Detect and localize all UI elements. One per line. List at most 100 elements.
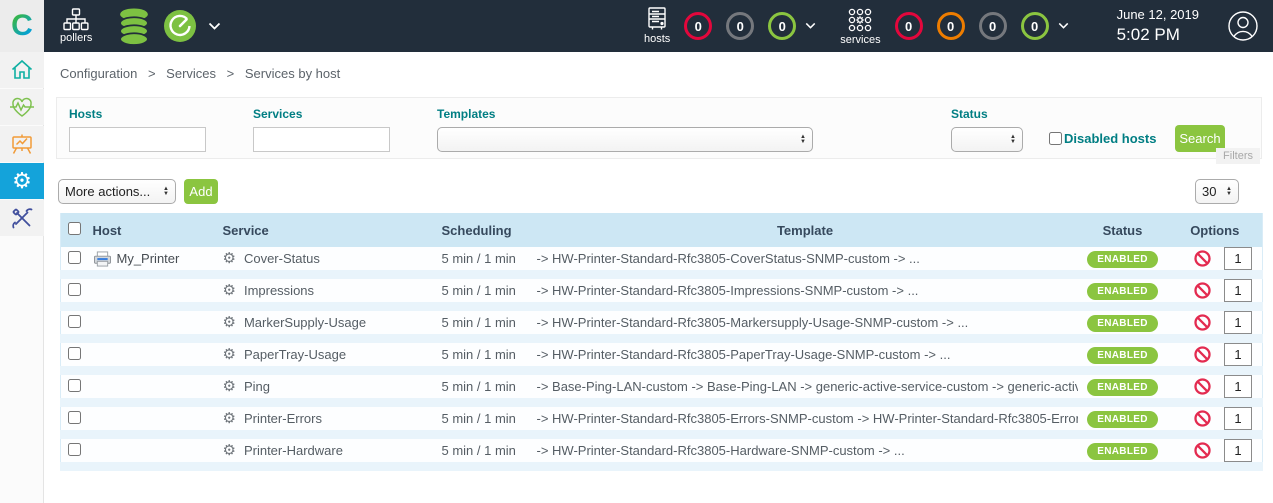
pollers-menu[interactable]: pollers bbox=[60, 8, 92, 44]
scheduling-cell: 5 min / 1 min bbox=[437, 338, 533, 375]
templates-filter-label: Templates bbox=[437, 107, 496, 121]
services-critical-badge[interactable]: 0 bbox=[894, 12, 923, 40]
status-select[interactable]: ▲ ▼ bbox=[951, 127, 1023, 152]
service-name-link[interactable]: Printer-Errors bbox=[243, 411, 322, 426]
table-row: ⚙ Printer-Hardware 5 min / 1 min -> HW-Pr… bbox=[60, 434, 1263, 471]
duplicate-count-input[interactable] bbox=[1224, 279, 1252, 302]
search-button[interactable]: Search bbox=[1175, 125, 1225, 152]
breadcrumb-separator: > bbox=[147, 66, 156, 81]
select-all-checkbox[interactable] bbox=[68, 222, 82, 235]
service-name-link[interactable]: Ping bbox=[243, 379, 270, 394]
pollers-icon bbox=[63, 8, 89, 31]
scheduling-cell: 5 min / 1 min bbox=[437, 247, 533, 279]
duplicate-count-input[interactable] bbox=[1224, 311, 1252, 334]
select-stepper-icon: ▲ ▼ bbox=[800, 133, 806, 145]
services-ok-badge[interactable]: 0 bbox=[1020, 12, 1049, 40]
service-name-link[interactable]: PaperTray-Usage bbox=[243, 347, 347, 362]
hosts-up-badge[interactable]: 0 bbox=[768, 12, 797, 40]
tools-icon bbox=[12, 208, 33, 229]
centreon-logo[interactable]: C bbox=[0, 0, 44, 52]
disabled-hosts-checkbox[interactable] bbox=[1049, 132, 1062, 145]
hosts-status-menu[interactable]: hosts bbox=[644, 7, 670, 45]
duplicate-count-input[interactable] bbox=[1224, 343, 1252, 366]
duplicate-count-input[interactable] bbox=[1224, 247, 1252, 270]
heart-pulse-icon bbox=[10, 97, 34, 117]
row-checkbox[interactable] bbox=[68, 314, 82, 328]
service-name-link[interactable]: MarkerSupply-Usage bbox=[243, 315, 367, 330]
disable-icon[interactable] bbox=[1194, 410, 1211, 427]
hosts-down-badge[interactable]: 0 bbox=[684, 12, 713, 40]
hosts-filter-input[interactable] bbox=[69, 127, 206, 152]
more-actions-select[interactable]: More actions... ▲ ▼ bbox=[58, 179, 176, 204]
column-header-scheduling[interactable]: Scheduling bbox=[437, 213, 533, 247]
duplicate-count-input[interactable] bbox=[1224, 375, 1252, 398]
scheduling-cell: 5 min / 1 min bbox=[437, 434, 533, 471]
template-cell: -> HW-Printer-Standard-Rfc3805-Errors-SN… bbox=[532, 402, 1078, 439]
column-header-host[interactable]: Host bbox=[88, 213, 219, 247]
disable-icon[interactable] bbox=[1194, 282, 1211, 299]
disable-icon[interactable] bbox=[1194, 314, 1211, 331]
column-header-service[interactable]: Service bbox=[218, 213, 438, 247]
service-name-link[interactable]: Cover-Status bbox=[243, 251, 320, 266]
template-cell: -> HW-Printer-Standard-Rfc3805-Impressio… bbox=[532, 274, 1078, 311]
row-checkbox[interactable] bbox=[68, 250, 82, 264]
chevron-down-icon[interactable] bbox=[1058, 22, 1069, 30]
service-name-link[interactable]: Printer-Hardware bbox=[243, 443, 343, 458]
sidebar-item-monitoring[interactable] bbox=[0, 89, 44, 125]
filters-tab[interactable]: Filters bbox=[1216, 148, 1260, 164]
duplicate-count-input[interactable] bbox=[1224, 439, 1252, 462]
disable-icon[interactable] bbox=[1194, 378, 1211, 395]
sidebar-item-configuration[interactable]: ⚙ bbox=[0, 163, 44, 199]
breadcrumb-item-configuration[interactable]: Configuration bbox=[60, 66, 138, 81]
gauge-icon[interactable] bbox=[162, 8, 198, 44]
templates-filter-group: Templates ▲ ▼ bbox=[437, 107, 813, 152]
services-filter-input[interactable] bbox=[253, 127, 390, 152]
breadcrumb-item-services[interactable]: Services bbox=[166, 66, 217, 81]
page-size-select[interactable]: 30 ▲ ▼ bbox=[1195, 179, 1239, 204]
column-header-options[interactable]: Options bbox=[1167, 213, 1263, 247]
table-row: ⚙ Impressions 5 min / 1 min -> HW-Printer… bbox=[60, 274, 1263, 311]
select-stepper-icon: ▲ ▼ bbox=[163, 185, 169, 197]
service-gear-icon: ⚙ bbox=[222, 346, 236, 363]
hosts-unreachable-badge[interactable]: 0 bbox=[726, 12, 755, 40]
duplicate-count-input[interactable] bbox=[1224, 407, 1252, 430]
disable-icon[interactable] bbox=[1194, 442, 1211, 459]
disable-icon[interactable] bbox=[1194, 346, 1211, 363]
add-button[interactable]: Add bbox=[184, 179, 218, 204]
sidebar-item-reporting[interactable] bbox=[0, 126, 44, 162]
chevron-down-icon[interactable] bbox=[208, 22, 221, 31]
scheduling-cell: 5 min / 1 min bbox=[437, 274, 533, 311]
row-checkbox[interactable] bbox=[68, 442, 82, 456]
template-cell: -> HW-Printer-Standard-Rfc3805-CoverStat… bbox=[532, 247, 1078, 279]
disable-icon[interactable] bbox=[1194, 250, 1211, 267]
services-status-menu[interactable]: services bbox=[840, 7, 881, 46]
breadcrumb: Configuration > Services > Services by h… bbox=[60, 66, 340, 81]
sidebar-item-home[interactable] bbox=[0, 52, 44, 88]
home-icon bbox=[11, 59, 33, 79]
breadcrumb-separator: > bbox=[226, 66, 235, 81]
hosts-filter-group: Hosts bbox=[69, 107, 206, 152]
service-gear-icon: ⚙ bbox=[222, 250, 236, 267]
top-bar: C pollers bbox=[0, 0, 1273, 52]
chevron-down-icon[interactable] bbox=[805, 22, 816, 30]
column-header-status[interactable]: Status bbox=[1077, 213, 1168, 247]
service-name-link[interactable]: Impressions bbox=[243, 283, 315, 298]
row-checkbox[interactable] bbox=[68, 346, 82, 360]
status-badge: ENABLED bbox=[1087, 378, 1158, 396]
filter-panel: Hosts Services Templates ▲ ▼ Status ▲ ▼ Di… bbox=[56, 97, 1262, 159]
services-unknown-badge[interactable]: 0 bbox=[978, 12, 1007, 40]
templates-select[interactable]: ▲ ▼ bbox=[437, 127, 813, 152]
hosts-label: hosts bbox=[643, 33, 671, 45]
services-warning-badge[interactable]: 0 bbox=[936, 12, 965, 40]
host-name-link[interactable]: My_Printer bbox=[116, 251, 180, 266]
service-gear-icon: ⚙ bbox=[222, 442, 236, 459]
sidebar-item-administration[interactable] bbox=[0, 200, 44, 236]
column-header-template[interactable]: Template bbox=[532, 213, 1078, 247]
status-badge: ENABLED bbox=[1087, 410, 1158, 428]
breadcrumb-item-services-by-host[interactable]: Services by host bbox=[244, 66, 341, 81]
user-profile-icon[interactable] bbox=[1227, 10, 1259, 42]
database-icon[interactable] bbox=[116, 7, 152, 45]
row-checkbox[interactable] bbox=[68, 282, 82, 296]
row-checkbox[interactable] bbox=[68, 410, 82, 424]
row-checkbox[interactable] bbox=[68, 378, 82, 392]
